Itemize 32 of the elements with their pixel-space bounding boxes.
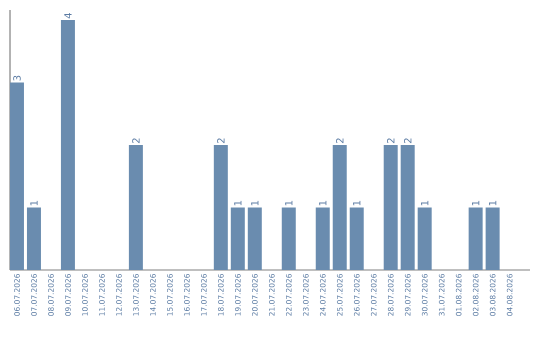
data-label: 1 <box>472 200 480 206</box>
data-label: 1 <box>285 200 292 206</box>
bar <box>316 208 330 270</box>
bar <box>230 208 245 270</box>
bar <box>350 208 364 270</box>
bar <box>248 208 262 270</box>
bar <box>400 144 415 270</box>
data-label: 1 <box>251 200 258 206</box>
bar <box>418 208 432 270</box>
bar <box>128 144 143 270</box>
data-label: 2 <box>404 138 412 144</box>
data-label: 1 <box>319 200 326 206</box>
bar <box>384 144 398 270</box>
bar <box>10 82 24 270</box>
data-label: 2 <box>217 138 225 144</box>
data-label: 2 <box>387 138 394 144</box>
bar <box>60 20 75 270</box>
bar <box>468 208 483 270</box>
data-label: 2 <box>132 138 140 144</box>
data-label: 1 <box>421 200 428 206</box>
data-label: 4 <box>64 13 72 18</box>
data-label: 1 <box>30 200 38 206</box>
data-label: 1 <box>353 200 360 206</box>
data-label: 3 <box>13 76 21 81</box>
data-label: 1 <box>234 200 242 206</box>
bar <box>282 208 296 270</box>
bar <box>486 208 500 270</box>
bar <box>26 208 41 270</box>
data-label: 1 <box>489 200 496 206</box>
bar <box>214 144 228 270</box>
bar <box>332 144 347 270</box>
data-label: 2 <box>336 138 344 144</box>
